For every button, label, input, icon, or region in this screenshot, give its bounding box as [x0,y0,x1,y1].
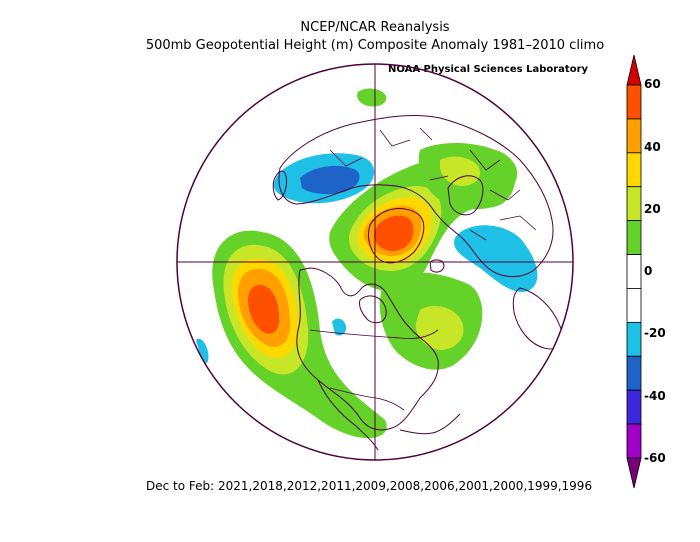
borders-europe [429,149,537,241]
coast-mexico [317,379,379,451]
anomaly-pacific-darkorange [248,285,280,334]
colorbar-segment [626,423,642,459]
colorbar-label-neg40: -40 [644,389,666,403]
title-line-2: 500mb Geopotential Height (m) Composite … [145,38,605,53]
border-us-canada [309,329,439,339]
colorbar-label-40: 40 [644,140,661,154]
colorbar-segment [626,84,642,120]
coast-africa [512,287,563,350]
title-line-1: NCEP/NCAR Reanalysis [300,20,450,35]
colorbar-label-neg20: -20 [644,326,666,340]
anomaly-siberia-blue [300,165,360,195]
anomaly-europe-cyan [454,225,538,292]
colorbar-label-60: 60 [644,77,661,91]
colorbar-segment [626,288,642,323]
coast-iceland [429,259,445,273]
coast-scandinavia [447,175,484,216]
anomaly-pacific-cyan-edge [196,338,209,364]
colorbar [626,54,642,489]
borders-asia [329,127,433,167]
anomaly-north-cap [357,88,387,107]
colorbar-arrow-bottom [626,457,642,489]
anomaly-europe-yellowgreen [440,156,481,186]
colorbar-segment [626,254,642,289]
colorbar-label-0: 0 [644,264,653,278]
anomaly-atlantic-cyan-small [332,318,347,336]
colorbar-arrow-top [626,54,642,86]
colorbar-segment [626,220,642,255]
map-boundary [176,63,574,461]
coast-caribbean [399,413,461,435]
colorbar-segment [626,118,642,154]
colorbar-segment [626,152,642,188]
colorbar-label-neg60: -60 [644,451,666,465]
anomaly-arctic-darkorange [373,215,414,252]
colorbar-segment [626,321,642,357]
composite-years-footer: Dec to Feb: 2021,2018,2012,2011,2009,200… [146,479,593,493]
coast-greenland [367,208,425,264]
border-us-mexico [329,387,405,411]
colorbar-segment [626,389,642,425]
colorbar-segment [626,355,642,391]
coastlines [272,115,563,451]
colorbar-label-20: 20 [644,202,661,216]
coast-north-america [296,267,439,431]
coast-japan [272,170,287,201]
colorbar-segment [626,186,642,222]
credit-label: NOAA Physical Sciences Laboratory [388,64,589,75]
anomaly-field [196,88,538,439]
anomaly-atlantic-yellowgreen [415,306,464,350]
coast-eurasia [278,115,554,277]
